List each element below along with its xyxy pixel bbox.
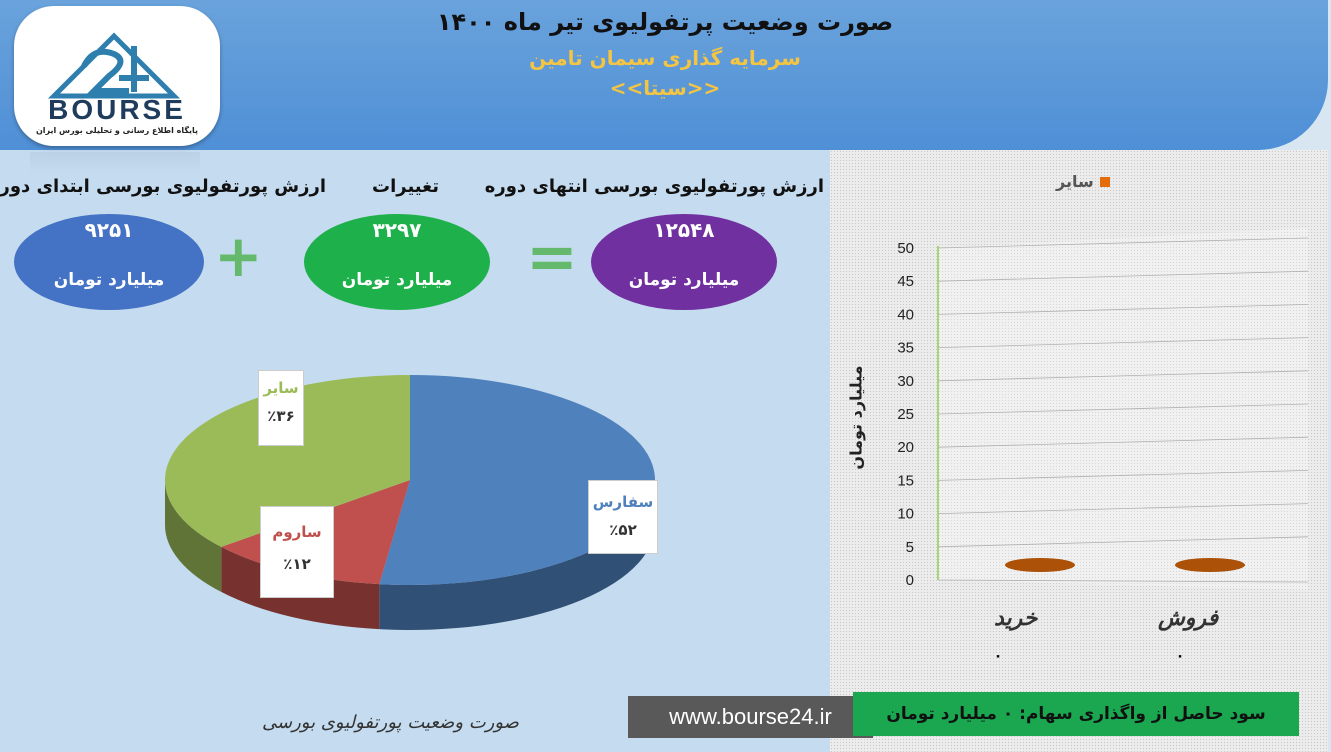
- grid-line-6: [937, 370, 1309, 382]
- start-value-label: ارزش پورتفولیوی بورسی ابتدای دوره: [0, 176, 326, 197]
- footer-title: صورت وضعیت پورتفولیوی بورسی: [262, 712, 519, 733]
- end-value-label: ارزش پورتفولیوی بورسی انتهای دوره: [484, 176, 824, 197]
- trade-chart-legend: سایر: [1056, 172, 1110, 191]
- end-value-ellipse: ۱۲۵۴۸ میلیارد تومان: [591, 214, 777, 310]
- grid-line-4: [937, 436, 1309, 448]
- legend-series-name: سایر: [1056, 172, 1094, 191]
- pie-slice-2: [165, 375, 410, 547]
- y-tick-5: 25: [897, 406, 914, 423]
- y-tick-1: 5: [906, 539, 914, 556]
- grid-line-8: [937, 304, 1309, 315]
- change-label: تغییرات: [372, 176, 440, 197]
- pie-label-other: سایر ٪۳۶: [258, 370, 304, 446]
- y-tick-6: 30: [897, 373, 914, 390]
- bar-value-label-1: ۰: [1176, 648, 1185, 664]
- logo-tagline: پایگاه اطلاع رسانی و تحلیلی بورس ایران: [35, 126, 199, 135]
- pie-label-sarom-name: ساروم: [272, 523, 322, 541]
- equals-sign: =: [526, 220, 578, 293]
- grid-line-7: [937, 337, 1309, 348]
- trade-chart-panel: [830, 150, 1328, 752]
- logo-reflection: [30, 152, 200, 174]
- start-value-ellipse: ۹۲۵۱ میلیارد تومان: [14, 214, 204, 310]
- y-tick-0: 0: [906, 572, 914, 589]
- logo: BOURSE پایگاه اطلاع رسانی و تحلیلی بورس …: [14, 6, 220, 146]
- start-value: ۹۲۵۱: [84, 218, 134, 242]
- bar-0: [1005, 558, 1075, 572]
- pie-slice-0: [379, 375, 655, 585]
- y-tick-2: 10: [897, 506, 914, 523]
- category-forush: فروش: [1158, 606, 1219, 631]
- y-tick-10: 50: [897, 240, 914, 257]
- pie-label-sarom: ساروم ٪۱۲: [260, 506, 334, 598]
- pie-label-other-pct: ٪۳۶: [267, 407, 295, 425]
- trade-bar-chart: 0 5 10 15 20 25 30 35 40 45 50 ۰ ۰: [897, 228, 1309, 664]
- y-tick-3: 15: [897, 472, 914, 489]
- page-title: صورت وضعیت پرتفولیوی تیر ماه ۱۴۰۰: [436, 8, 894, 36]
- page-subtitle: سرمایه گذاری سیمان تامین: [529, 46, 801, 70]
- grid-line-0: [937, 579, 1309, 583]
- y-tick-7: 35: [897, 340, 914, 357]
- bourse24-logo-icon: [47, 32, 181, 99]
- change-value: ۳۲۹۷: [372, 218, 422, 242]
- pie-side-0: [379, 480, 655, 630]
- end-value: ۱۲۵۴۸: [653, 218, 715, 242]
- grid-line-1: [937, 536, 1309, 548]
- pie-label-sefars: سفارس ٪۵۲: [588, 480, 658, 554]
- y-tick-9: 45: [897, 273, 914, 290]
- y-tick-8: 40: [897, 306, 914, 323]
- category-kharid: خرید: [994, 606, 1038, 631]
- start-value-unit: میلیارد تومان: [53, 270, 165, 290]
- website-url[interactable]: www.bourse24.ir: [628, 696, 873, 738]
- bar-value-label-0: ۰: [994, 648, 1003, 664]
- pie-label-sefars-pct: ٪۵۲: [609, 521, 637, 539]
- plus-sign: +: [214, 222, 263, 290]
- grid-line-10: [937, 237, 1309, 249]
- pie-label-sefars-name: سفارس: [592, 493, 654, 511]
- ticker-label: <<سیتا>>: [609, 76, 721, 100]
- grid-line-2: [937, 503, 1309, 514]
- pie-label-other-name: سایر: [263, 379, 299, 397]
- pie-side-2: [165, 480, 222, 592]
- logo-text: BOURSE: [48, 94, 186, 125]
- change-ellipse: ۳۲۹۷ میلیارد تومان: [304, 214, 490, 310]
- end-value-unit: میلیارد تومان: [628, 270, 740, 290]
- profit-banner: سود حاصل از واگذاری سهام: ۰ میلیارد توما…: [853, 692, 1299, 736]
- change-unit: میلیارد تومان: [341, 270, 453, 290]
- pie-label-sarom-pct: ٪۱۲: [283, 555, 311, 573]
- grid-line-3: [937, 470, 1309, 481]
- header-banner: [0, 0, 1328, 150]
- y-tick-4: 20: [897, 439, 914, 456]
- legend-swatch: [1099, 177, 1110, 187]
- grid-line-9: [937, 270, 1309, 282]
- y-axis-title: میلیارد تومان: [846, 365, 866, 470]
- bar-1: [1175, 558, 1245, 572]
- grid-line-5: [937, 403, 1309, 415]
